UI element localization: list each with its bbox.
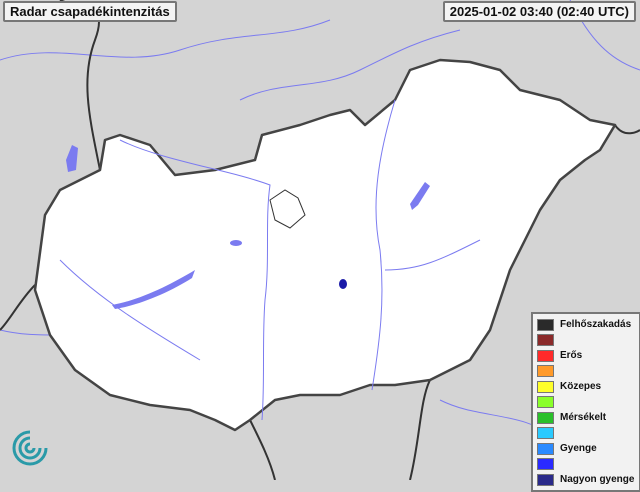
legend-swatch (537, 380, 554, 393)
map-title: Radar csapadékintenzitás (3, 1, 177, 22)
legend-item (537, 395, 639, 411)
legend-label: Közepes (560, 381, 602, 393)
rivers (59, 99, 481, 421)
legend-swatch (537, 365, 554, 378)
lake-velence (230, 240, 242, 246)
legend-item (537, 426, 639, 442)
timestamp: 2025-01-02 03:40 (02:40 UTC) (442, 1, 636, 22)
legend-swatch (537, 396, 554, 409)
budapest-outline (269, 189, 306, 229)
legend-label: Mérsékelt (560, 412, 607, 424)
legend-label: Gyenge (560, 443, 597, 455)
legend-swatch (537, 427, 554, 440)
legend-swatch (537, 349, 554, 362)
legend-item: Felhőszakadás (537, 317, 639, 333)
lake-balaton (112, 270, 195, 309)
legend-item (537, 333, 639, 349)
lake-neusiedl (66, 145, 78, 172)
legend-swatch (537, 318, 554, 331)
legend-item: Mérsékelt (537, 410, 639, 426)
legend: Felhőszakadás Erős Közepes Mérsékelt Gyenge N… (531, 312, 640, 492)
legend-item: Közepes (537, 379, 639, 395)
radar-echo (339, 279, 347, 289)
radar-map[interactable] (0, 0, 640, 480)
legend-item: Gyenge (537, 441, 639, 457)
legend-label: Felhőszakadás (560, 319, 632, 331)
legend-swatch (537, 458, 554, 471)
legend-label: Erős (560, 350, 583, 362)
lake-tisza (410, 182, 430, 210)
legend-swatch (537, 411, 554, 424)
wave-spiral-logo (12, 430, 48, 466)
hungary-country (33, 58, 617, 432)
legend-swatch (537, 334, 554, 347)
legend-item: Erős (537, 348, 639, 364)
legend-item (537, 457, 639, 473)
legend-swatch (537, 442, 554, 455)
legend-item (537, 364, 639, 380)
